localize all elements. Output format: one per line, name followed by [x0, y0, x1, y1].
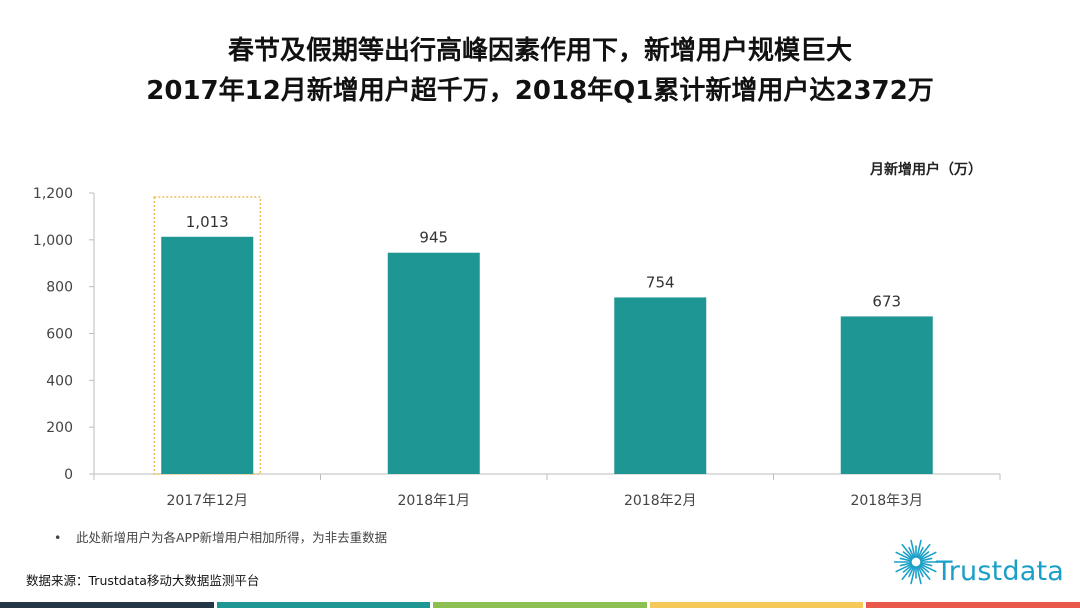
- logo-text: Trustdata: [936, 556, 1065, 587]
- footer-color-segment: [649, 602, 864, 608]
- data-label: 945: [419, 229, 448, 247]
- y-tick-label: 400: [46, 373, 73, 389]
- sunburst-logo-icon: [894, 539, 939, 585]
- data-label: 673: [872, 292, 901, 310]
- logo-ray: [918, 565, 931, 581]
- logo-ray: [917, 546, 924, 559]
- bar: [840, 316, 933, 474]
- y-tick-label: 800: [46, 280, 73, 296]
- footnote-text: 此处新增用户为各APP新增用户相加所得，为非去重数据: [76, 530, 388, 545]
- logo-ray: [910, 539, 916, 558]
- logo-ray: [908, 546, 915, 559]
- bar-chart: 0 200 400 600 800 1,000 1,200 1,013 2017年12月 945 2…: [33, 186, 1001, 509]
- chart-title-line1: 春节及假期等出行高峰因素作用下，新增用户规模巨大: [227, 36, 852, 66]
- data-label: 754: [646, 273, 675, 291]
- logo-ray: [910, 566, 916, 585]
- logo-ray: [895, 563, 913, 573]
- logo-ray: [895, 551, 913, 561]
- x-tick-label: 2018年1月: [397, 493, 470, 509]
- y-tick-label: 0: [64, 467, 73, 483]
- logo-ray: [902, 564, 913, 573]
- logo-ray: [902, 551, 913, 560]
- y-tick-label: 200: [46, 420, 73, 436]
- logo-ray: [920, 557, 933, 562]
- logo-ray: [917, 565, 924, 578]
- footer-color-segment: [216, 602, 431, 608]
- logo-ray: [919, 551, 930, 560]
- logo-ray: [901, 565, 914, 581]
- chart-title-line2: 2017年12月新增用户超千万，2018年Q1累计新增用户达2372万: [146, 76, 934, 106]
- data-source: 数据来源：Trustdata移动大数据监测平台: [26, 573, 260, 588]
- logo-ray: [918, 543, 931, 559]
- x-tick-label: 2018年2月: [624, 493, 697, 509]
- footer-color-segment: [866, 602, 1080, 608]
- footer-color-segment: [0, 602, 214, 608]
- y-tick-label: 600: [46, 327, 73, 343]
- data-label: 1,013: [186, 213, 229, 231]
- bar: [614, 297, 707, 474]
- footnote-bullet: •: [54, 530, 62, 545]
- logo-ray: [899, 562, 912, 567]
- bar: [387, 252, 480, 474]
- logo-ray: [908, 565, 915, 578]
- logo-ray: [901, 543, 914, 559]
- bar: [161, 236, 254, 474]
- logo-ray: [919, 564, 930, 573]
- logo-ray: [916, 566, 922, 585]
- footnote: • 此处新增用户为各APP新增用户相加所得，为非去重数据: [54, 527, 387, 546]
- y-tick-label: 1,200: [33, 186, 73, 202]
- logo-ray: [919, 551, 937, 561]
- footer-color-bar: [0, 602, 1080, 608]
- logo-ray: [916, 539, 922, 558]
- y-tick-label: 1,000: [33, 233, 73, 249]
- unit-label: 月新增用户（万）: [870, 162, 982, 178]
- x-tick-label: 2017年12月: [167, 493, 248, 509]
- footer-color-segment: [433, 602, 647, 608]
- logo-ray: [899, 557, 912, 562]
- x-tick-label: 2018年3月: [850, 493, 923, 509]
- logo-ray: [920, 562, 933, 567]
- logo-ray: [919, 563, 937, 573]
